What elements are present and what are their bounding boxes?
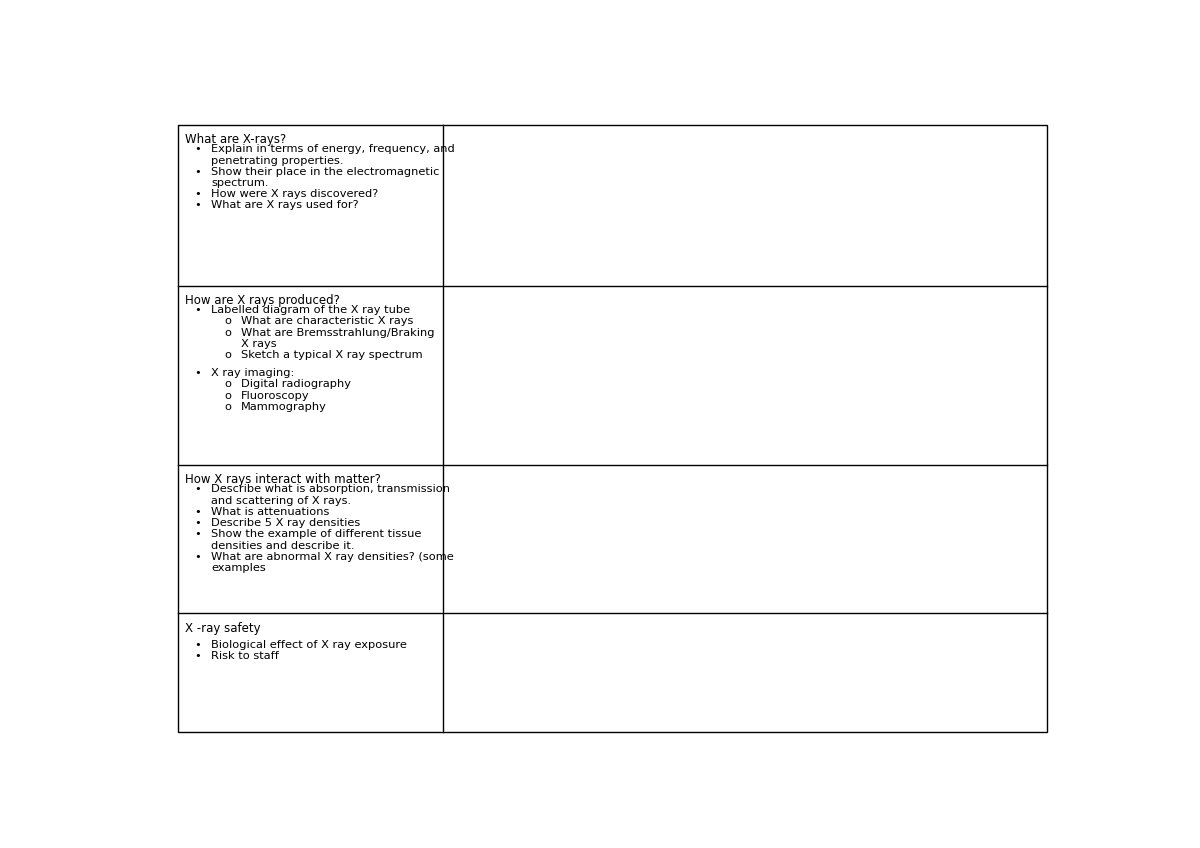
Text: How are X rays produced?: How are X rays produced?	[185, 294, 341, 307]
Text: examples: examples	[211, 563, 266, 573]
Text: •: •	[194, 640, 202, 650]
Text: densities and describe it.: densities and describe it.	[211, 540, 355, 550]
Text: o: o	[224, 350, 232, 360]
Text: spectrum.: spectrum.	[211, 178, 269, 188]
Text: Sketch a typical X ray spectrum: Sketch a typical X ray spectrum	[241, 350, 422, 360]
Text: •: •	[194, 518, 202, 528]
Text: What are abnormal X ray densities? (some: What are abnormal X ray densities? (some	[211, 552, 454, 561]
Text: Mammography: Mammography	[241, 402, 328, 412]
Text: Describe what is absorption, transmission: Describe what is absorption, transmissio…	[211, 484, 450, 494]
Text: X ray imaging:: X ray imaging:	[211, 368, 295, 378]
Text: Show the example of different tissue: Show the example of different tissue	[211, 529, 421, 539]
Text: What are characteristic X rays: What are characteristic X rays	[241, 316, 414, 326]
Text: o: o	[224, 316, 232, 326]
Text: Describe 5 X ray densities: Describe 5 X ray densities	[211, 518, 361, 528]
Text: penetrating properties.: penetrating properties.	[211, 155, 344, 165]
Text: •: •	[194, 167, 202, 176]
Text: What are X rays used for?: What are X rays used for?	[211, 200, 359, 210]
Text: o: o	[224, 379, 232, 389]
Text: Fluoroscopy: Fluoroscopy	[241, 391, 310, 400]
Text: o: o	[224, 327, 232, 338]
Text: and scattering of X rays.: and scattering of X rays.	[211, 495, 352, 505]
Text: •: •	[194, 651, 202, 661]
Text: •: •	[194, 200, 202, 210]
Text: Digital radiography: Digital radiography	[241, 379, 352, 389]
Text: What is attenuations: What is attenuations	[211, 507, 330, 517]
Text: •: •	[194, 305, 202, 315]
Text: X rays: X rays	[241, 339, 277, 349]
Text: How were X rays discovered?: How were X rays discovered?	[211, 189, 379, 199]
Text: What are Bremsstrahlung/Braking: What are Bremsstrahlung/Braking	[241, 327, 434, 338]
Text: o: o	[224, 391, 232, 400]
Text: Labelled diagram of the X ray tube: Labelled diagram of the X ray tube	[211, 305, 410, 315]
Text: •: •	[194, 529, 202, 539]
Text: How X rays interact with matter?: How X rays interact with matter?	[185, 473, 382, 486]
Text: What are X-rays?: What are X-rays?	[185, 133, 287, 146]
Text: •: •	[194, 144, 202, 154]
Text: Biological effect of X ray exposure: Biological effect of X ray exposure	[211, 640, 407, 650]
Text: Explain in terms of energy, frequency, and: Explain in terms of energy, frequency, a…	[211, 144, 455, 154]
Text: •: •	[194, 189, 202, 199]
Text: •: •	[194, 368, 202, 378]
Text: X -ray safety: X -ray safety	[185, 622, 260, 635]
Text: o: o	[224, 402, 232, 412]
Text: •: •	[194, 507, 202, 517]
Text: Risk to staff: Risk to staff	[211, 651, 280, 661]
Text: Show their place in the electromagnetic: Show their place in the electromagnetic	[211, 167, 439, 176]
Text: •: •	[194, 552, 202, 561]
Text: •: •	[194, 484, 202, 494]
